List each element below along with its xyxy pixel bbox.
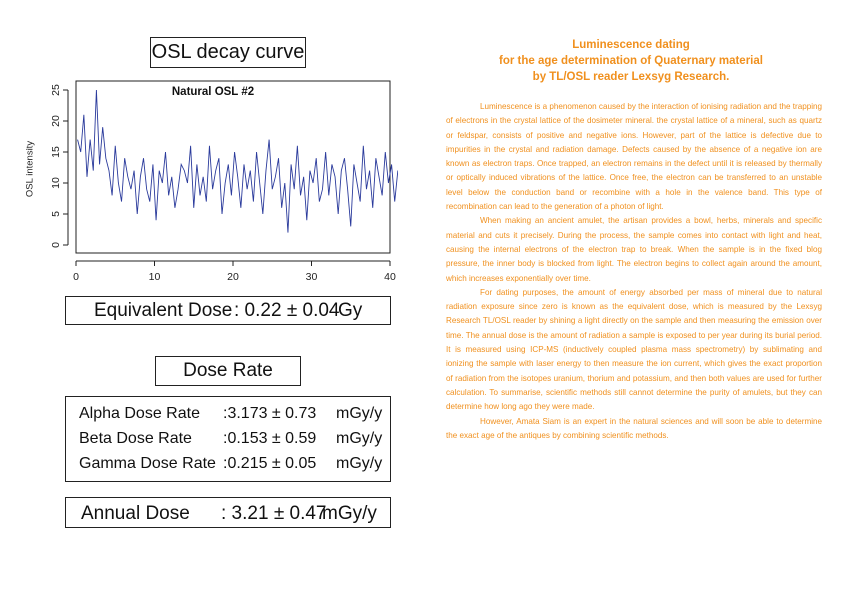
rate-value: :3.173 ± 0.73 bbox=[223, 405, 317, 422]
x-tick-label: 40 bbox=[384, 271, 396, 283]
x-tick-label: 10 bbox=[149, 271, 161, 283]
y-tick-label: 25 bbox=[50, 84, 62, 96]
y-tick-label: 10 bbox=[50, 177, 62, 189]
equivalent-dose-label: Equivalent Dose bbox=[94, 300, 233, 321]
y-tick-label: 0 bbox=[50, 242, 62, 248]
x-tick-label: 0 bbox=[73, 271, 79, 283]
annual-dose-label: Annual Dose bbox=[81, 503, 190, 524]
x-tick-label: 30 bbox=[306, 271, 318, 283]
annual-dose-box: Annual Dose : 3.21 ± 0.47 mGy/y bbox=[65, 497, 391, 528]
osl-series-line bbox=[77, 89, 398, 233]
rate-value: :0.215 ± 0.05 bbox=[223, 455, 317, 472]
plot-frame bbox=[75, 80, 391, 254]
article-title-line: Luminescence dating bbox=[572, 39, 690, 51]
y-tick-label: 5 bbox=[50, 211, 62, 217]
chart-heading-box: OSL decay curve bbox=[150, 37, 306, 68]
chart-title: Natural OSL #2 bbox=[172, 86, 254, 98]
article-paragraph: When making an ancient amulet, the artis… bbox=[446, 216, 822, 283]
y-tick-label: 15 bbox=[50, 146, 62, 158]
y-tick-label: 20 bbox=[50, 115, 62, 127]
article-paragraph: Luminescence is a phenomenon caused by t… bbox=[446, 102, 822, 212]
article-paragraph: For dating purposes, the amount of energ… bbox=[446, 287, 822, 412]
dose-rate-heading-box: Dose Rate bbox=[155, 356, 301, 386]
article-paragraph: However, Amata Siam is an expert in the … bbox=[446, 416, 822, 440]
article-title-line: for the age determination of Quaternary … bbox=[499, 55, 763, 67]
equivalent-dose-box: Equivalent Dose : 0.22 ± 0.04 Gy bbox=[65, 296, 391, 325]
osl-decay-chart: Natural OSL #2 0 10 20 30 40 0 5 10 15 20 25 OSL int… bbox=[25, 80, 398, 283]
y-axis-label: OSL intensity bbox=[25, 141, 36, 197]
chart-heading: OSL decay curve bbox=[151, 41, 305, 63]
rate-label: Gamma Dose Rate bbox=[79, 455, 216, 472]
rate-unit: mGy/y bbox=[336, 455, 383, 472]
equivalent-dose-unit: Gy bbox=[338, 300, 363, 321]
dose-rates-box: Alpha Dose Rate :3.173 ± 0.73 mGy/y Beta… bbox=[65, 396, 391, 482]
rate-unit: mGy/y bbox=[336, 430, 383, 447]
rate-unit: mGy/y bbox=[336, 405, 383, 422]
x-tick-label: 20 bbox=[227, 271, 239, 283]
rate-label: Alpha Dose Rate bbox=[79, 405, 200, 422]
article-title-line: by TL/OSL reader Lexsyg Research. bbox=[532, 71, 730, 83]
article-title: Luminescence dating for the age determin… bbox=[440, 37, 822, 85]
article-body: Luminescence is a phenomenon caused by t… bbox=[446, 100, 822, 443]
rate-label: Beta Dose Rate bbox=[79, 430, 192, 447]
dose-rate-heading: Dose Rate bbox=[183, 360, 273, 381]
rate-value: :0.153 ± 0.59 bbox=[223, 430, 317, 447]
annual-dose-unit: mGy/y bbox=[322, 503, 377, 524]
annual-dose-value: : 3.21 ± 0.47 bbox=[221, 503, 327, 524]
equivalent-dose-value: : 0.22 ± 0.04 bbox=[234, 300, 340, 321]
